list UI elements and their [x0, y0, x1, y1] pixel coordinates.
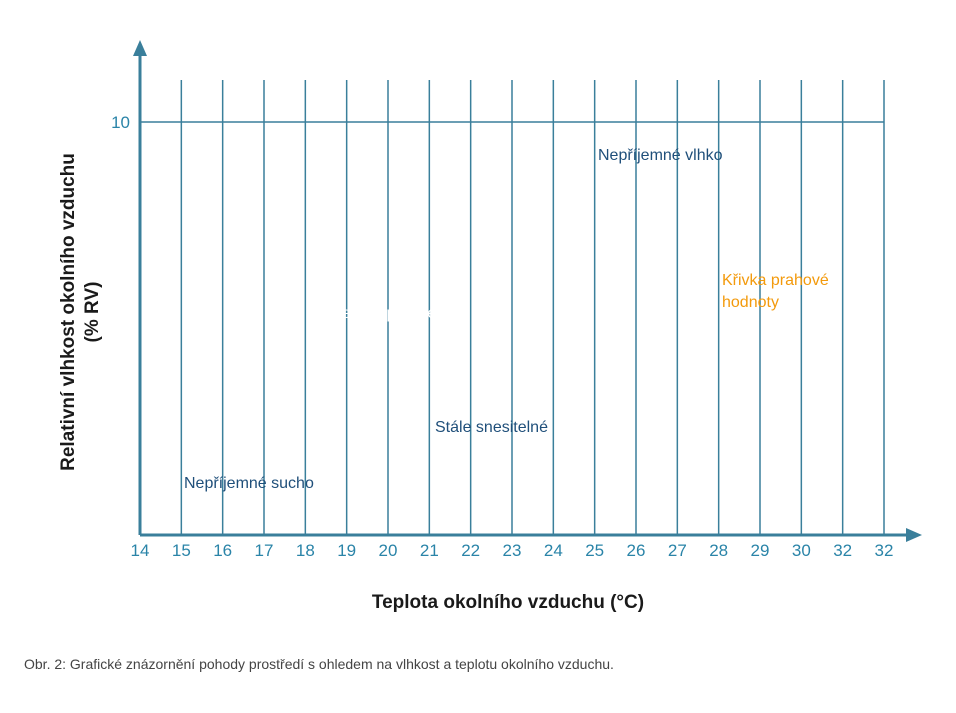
y-axis-arrow [133, 40, 147, 56]
x-tick-label: 23 [503, 541, 522, 560]
y-tick-label: 10 [111, 113, 130, 132]
x-tick-label: 32 [875, 541, 894, 560]
label-still-tolerable: Stále snesitelné [435, 419, 548, 436]
x-tick-label: 15 [172, 541, 191, 560]
label-threshold-curve-line1: Křivka prahové [722, 272, 829, 289]
x-tick-label: 17 [255, 541, 274, 560]
x-tick-label: 21 [420, 541, 439, 560]
figure-caption: Obr. 2: Grafické znázornění pohody prost… [24, 656, 614, 672]
y-tick-labels: 102030405060708090100 [111, 113, 130, 132]
x-tick-label: 16 [213, 541, 232, 560]
x-tick-label: 27 [668, 541, 687, 560]
x-tick-label: 22 [461, 541, 480, 560]
x-tick-label: 26 [627, 541, 646, 560]
x-tick-label: 14 [131, 541, 150, 560]
x-tick-label: 29 [751, 541, 770, 560]
x-axis-arrow [906, 528, 922, 542]
x-tick-label: 25 [585, 541, 604, 560]
y-axis-title-line2: (% RV) [82, 282, 103, 343]
axes [133, 40, 922, 542]
grid [139, 80, 885, 536]
label-uncomfortable-humid: Nepříjemné vlhko [598, 147, 723, 164]
x-tick-label: 18 [296, 541, 315, 560]
y-axis-title-line1: Relativní vlhkost okolního vzduchu [58, 153, 79, 471]
x-tick-label: 28 [709, 541, 728, 560]
label-uncomfortable-dry: Nepříjemné sucho [184, 475, 314, 492]
x-axis-title: Teplota okolního vzduchu (°C) [372, 592, 644, 613]
x-tick-label: 20 [379, 541, 398, 560]
x-tick-label: 24 [544, 541, 563, 560]
x-tick-labels: 14 15 16 17 18 19 20 21 22 23 24 25 26 27 28 29 30 32 32 [131, 541, 894, 560]
label-threshold-curve-line2: hodnoty [722, 294, 779, 311]
x-tick-label: 19 [337, 541, 356, 560]
x-tick-label: 30 [792, 541, 811, 560]
label-comfortable-environment: Příjemné prostředí [318, 305, 450, 322]
x-tick-label: 32 [833, 541, 852, 560]
